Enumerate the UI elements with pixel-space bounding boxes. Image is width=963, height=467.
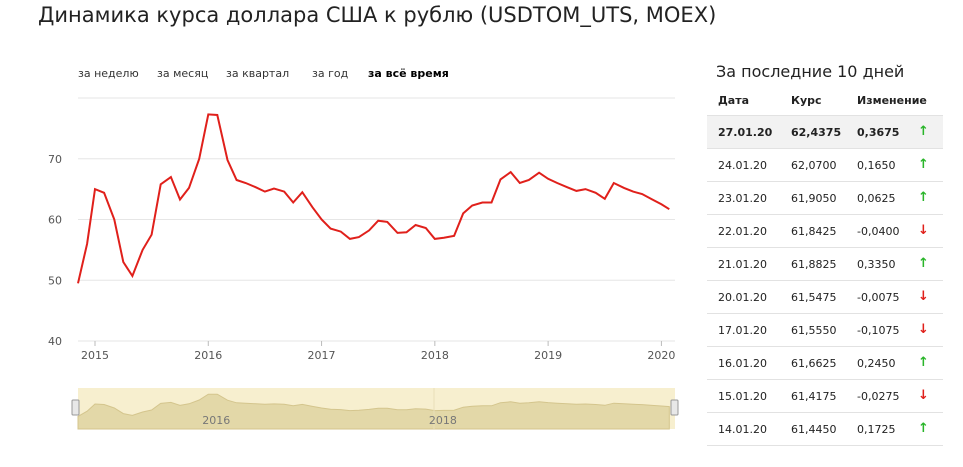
cell-date: 24.01.20 (718, 159, 767, 172)
cell-rate: 61,8825 (791, 258, 837, 271)
navigator-labels: 2016 2018 (202, 414, 457, 427)
arrow-down-icon: ↓ (918, 388, 929, 403)
table-row: 14.01.20 61,4450 0,1725 ↑ (707, 413, 943, 446)
header-rate: Курс (791, 94, 822, 107)
x-tick-label: 2017 (308, 349, 336, 362)
table-row: 21.01.20 61,8825 0,3350 ↑ (707, 248, 943, 281)
cell-date: 16.01.20 (718, 357, 767, 370)
y-tick-label: 70 (48, 153, 62, 166)
arrow-down-icon: ↓ (918, 289, 929, 304)
cell-change: 0,1725 (857, 423, 896, 436)
navigator[interactable]: 2016 2018 (71, 388, 679, 430)
cell-date: 14.01.20 (718, 423, 767, 436)
header-change: Изменение (857, 94, 927, 107)
cell-change: -0,0075 (857, 291, 900, 304)
cell-rate: 61,8425 (791, 225, 837, 238)
x-axis: 2015 2016 2017 2018 2019 2020 (81, 341, 675, 362)
y-tick-label: 60 (48, 214, 62, 227)
table-row: 23.01.20 61,9050 0,0625 ↑ (707, 182, 943, 215)
navigator-area (77, 393, 670, 430)
cell-rate: 61,4175 (791, 390, 837, 403)
x-tick-label: 2020 (647, 349, 675, 362)
table-row: 22.01.20 61,8425 -0,0400 ↓ (707, 215, 943, 248)
page-title: Динамика курса доллара США к рублю (USDT… (38, 3, 717, 27)
cell-change: 0,3675 (857, 126, 900, 139)
table-header: Дата Курс Изменение (707, 87, 943, 115)
table-row: 16.01.20 61,6625 0,2450 ↑ (707, 347, 943, 380)
cell-change: 0,2450 (857, 357, 896, 370)
period-week[interactable]: за неделю (78, 67, 139, 80)
period-all-time[interactable]: за всё время (368, 67, 449, 80)
cell-rate: 62,4375 (791, 126, 842, 139)
y-tick-label: 50 (48, 274, 62, 287)
period-month[interactable]: за месяц (157, 67, 209, 80)
cell-rate: 61,6625 (791, 357, 837, 370)
arrow-up-icon: ↑ (918, 124, 929, 139)
cell-change: 0,3350 (857, 258, 896, 271)
x-tick-label: 2018 (421, 349, 449, 362)
cell-date: 21.01.20 (718, 258, 767, 271)
period-year[interactable]: за год (312, 67, 349, 80)
table-row: 27.01.20 62,4375 0,3675 ↑ (707, 116, 943, 149)
arrow-up-icon: ↑ (918, 421, 929, 436)
navigator-handle-right[interactable] (670, 399, 679, 416)
arrow-up-icon: ↑ (918, 256, 929, 271)
cell-date: 22.01.20 (718, 225, 767, 238)
cell-rate: 61,5550 (791, 324, 837, 337)
cell-change: -0,0275 (857, 390, 900, 403)
cell-change: 0,0625 (857, 192, 896, 205)
arrow-up-icon: ↑ (918, 157, 929, 172)
cell-rate: 62,0700 (791, 159, 837, 172)
period-quarter[interactable]: за квартал (226, 67, 290, 80)
cell-date: 20.01.20 (718, 291, 767, 304)
arrow-up-icon: ↑ (918, 355, 929, 370)
arrow-up-icon: ↑ (918, 190, 929, 205)
x-tick-label: 2019 (534, 349, 562, 362)
cell-change: -0,1075 (857, 324, 900, 337)
grid-lines (78, 97, 675, 342)
header-date: Дата (718, 94, 750, 107)
cell-date: 23.01.20 (718, 192, 767, 205)
table-row: 20.01.20 61,5475 -0,0075 ↓ (707, 281, 943, 314)
cell-change: -0,0400 (857, 225, 900, 238)
series-line-usdtom (77, 113, 670, 284)
navigator-label: 2018 (429, 414, 457, 427)
table-body: 27.01.20 62,4375 0,3675 ↑ 24.01.20 62,0700 0,… (707, 115, 943, 446)
x-tick-label: 2015 (81, 349, 109, 362)
arrow-down-icon: ↓ (918, 322, 929, 337)
navigator-label: 2016 (202, 414, 230, 427)
cell-rate: 61,4450 (791, 423, 837, 436)
last-10-days-panel: За последние 10 дней Дата Курс Изменение… (707, 62, 943, 446)
cell-rate: 61,9050 (791, 192, 837, 205)
table-row: 24.01.20 62,0700 0,1650 ↑ (707, 149, 943, 182)
arrow-down-icon: ↓ (918, 223, 929, 238)
x-tick-label: 2016 (194, 349, 222, 362)
table-row: 17.01.20 61,5550 -0,1075 ↓ (707, 314, 943, 347)
cell-date: 15.01.20 (718, 390, 767, 403)
cell-date: 17.01.20 (718, 324, 767, 337)
table-row: 15.01.20 61,4175 -0,0275 ↓ (707, 380, 943, 413)
navigator-handle-left[interactable] (71, 399, 80, 416)
cell-change: 0,1650 (857, 159, 896, 172)
cell-date: 27.01.20 (718, 126, 773, 139)
cell-rate: 61,5475 (791, 291, 837, 304)
last-10-days-title: За последние 10 дней (716, 62, 905, 81)
y-tick-label: 40 (48, 335, 62, 348)
y-axis: 40 50 60 70 (48, 153, 62, 348)
